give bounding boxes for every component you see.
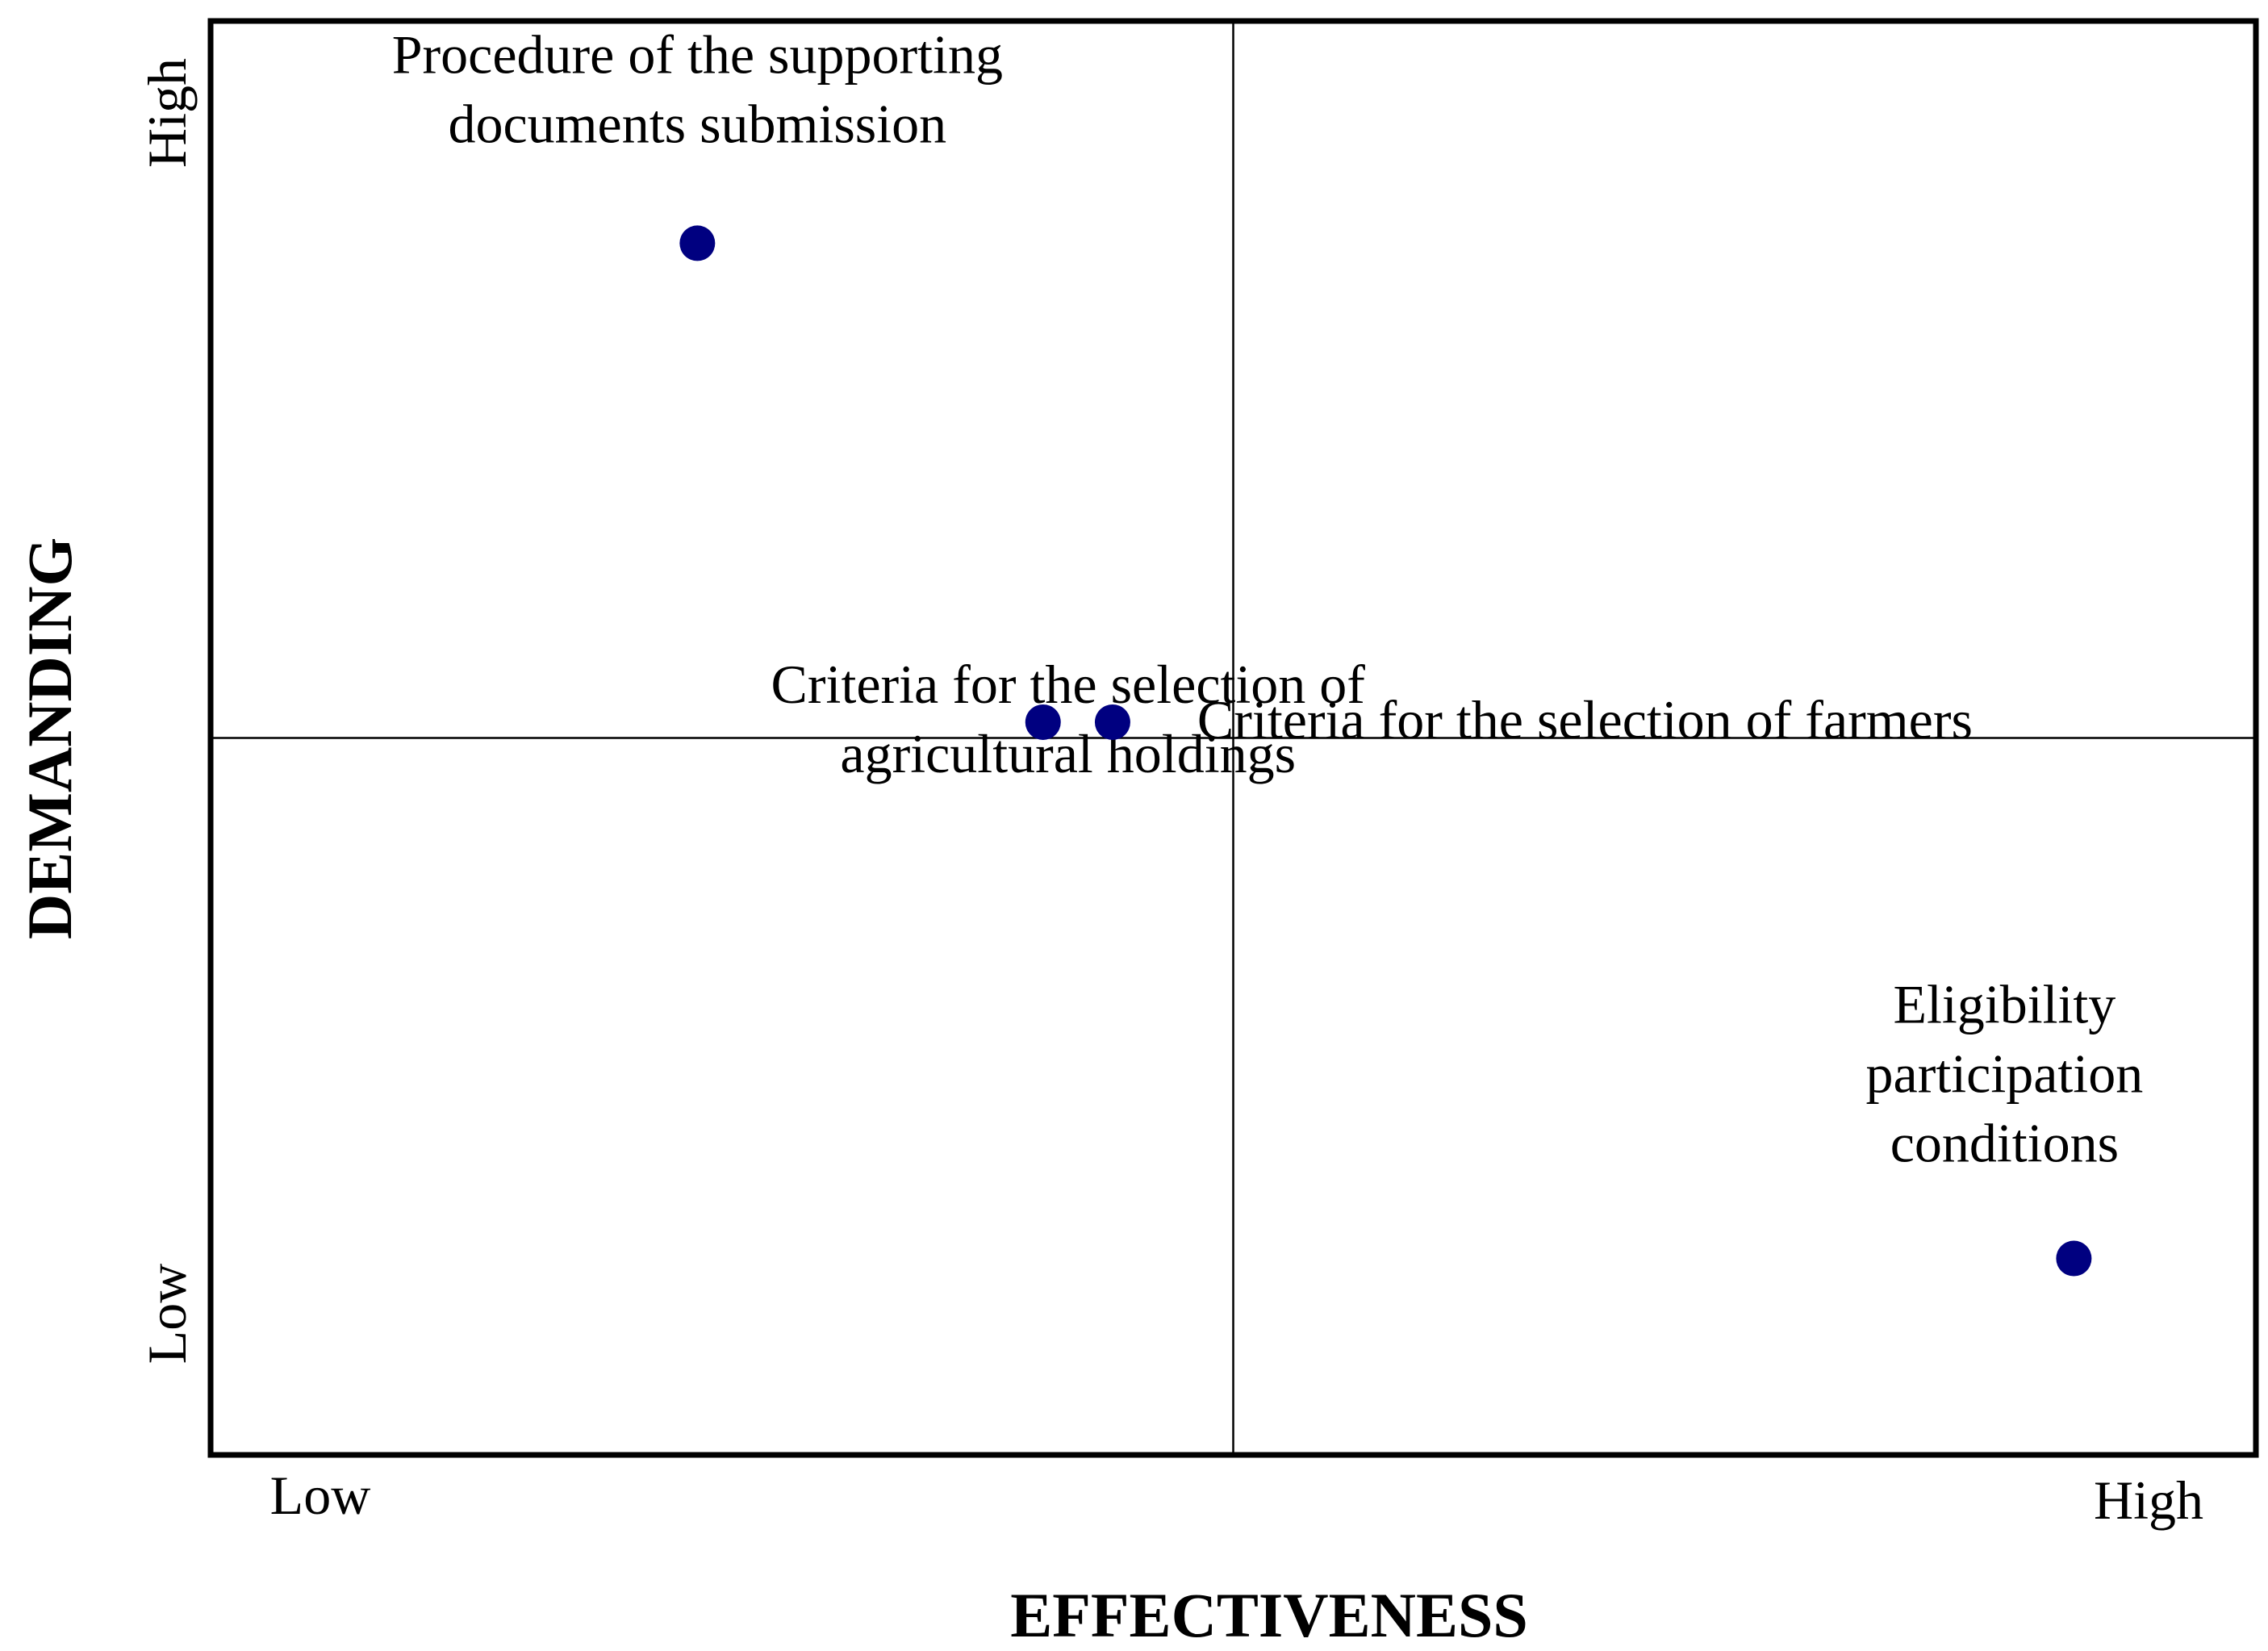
data-point [1094, 704, 1130, 740]
point-label-line: documents submission [448, 93, 946, 154]
point-label-line: Criteria for the selection of [771, 654, 1366, 715]
y-tick-high: High [136, 58, 198, 168]
data-point [679, 225, 716, 261]
point-label-line: participation [1866, 1043, 2144, 1105]
point-label: Procedure of the supporting documents sub… [392, 23, 1003, 154]
x-tick-high: High [2094, 1469, 2203, 1531]
x-tick-low: Low [270, 1465, 371, 1526]
point-label-line: conditions [1890, 1113, 2119, 1174]
data-points: Procedure of the supporting documents sub… [392, 23, 2144, 1277]
point-label-line: Procedure of the supporting [392, 23, 1003, 85]
y-tick-low: Low [136, 1264, 198, 1365]
point-label: Criteria for the selection of farmers [1197, 689, 1973, 750]
point-label-line: Eligibility [1893, 974, 2116, 1035]
x-axis-title: EFFECTIVENESS [1010, 1580, 1528, 1650]
y-axis-title: DEMANDING [15, 537, 85, 939]
data-point [2056, 1240, 2092, 1277]
point-label-line: agricultural holdings [840, 723, 1296, 784]
point-label: Eligibility participation conditions [1866, 974, 2144, 1174]
data-point [1025, 704, 1061, 740]
point-label-line: Criteria for the selection of farmers [1197, 689, 1973, 750]
point-label: Criteria for the selection of agricultura… [771, 654, 1366, 784]
